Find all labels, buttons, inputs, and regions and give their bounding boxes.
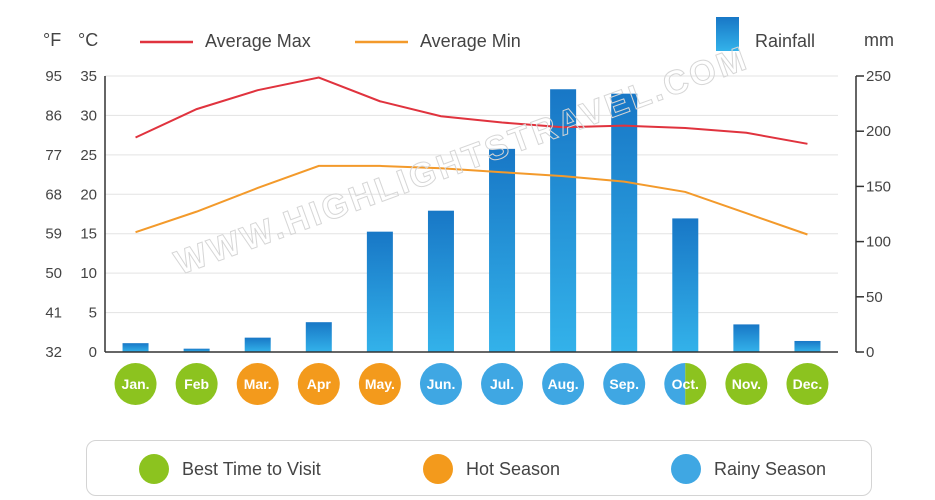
rainfall-legend-label: Rainfall — [755, 31, 815, 51]
season-legend: Best Time to Visit Hot Season Rainy Seas… — [86, 440, 872, 496]
average-max-legend-label: Average Max — [205, 31, 311, 51]
month-label: Mar. — [244, 376, 272, 392]
rainfall-bar — [489, 148, 516, 352]
season-legend-label: Rainy Season — [714, 458, 827, 479]
y-tick-label-f: 95 — [45, 68, 62, 85]
rainfall-bar — [244, 337, 271, 352]
month-label: Jul. — [490, 376, 514, 392]
month-circle — [236, 363, 279, 405]
month-label: Feb — [184, 376, 209, 392]
rainfall-bar — [794, 340, 821, 352]
season-legend-item-hot: Hot Season — [423, 454, 560, 484]
month-circle — [542, 363, 585, 405]
average-min-legend-label: Average Min — [420, 31, 521, 51]
unit-label-f: °F — [43, 30, 61, 50]
unit-label-c: °C — [78, 30, 98, 50]
y-tick-label-mm: 200 — [866, 123, 891, 140]
y-tick-label-c: 35 — [80, 68, 97, 85]
y-tick-label-mm: 0 — [866, 344, 874, 361]
y-tick-label-mm: 150 — [866, 178, 891, 195]
month-circle — [603, 363, 646, 405]
y-tick-label-c: 0 — [89, 344, 97, 361]
rainfall-bar — [183, 348, 210, 352]
month-label: Dec. — [793, 376, 823, 392]
y-tick-label-f: 41 — [45, 305, 62, 322]
rainfall-bar — [550, 89, 577, 353]
month-circle — [419, 363, 462, 405]
month-circle — [786, 363, 829, 405]
climate-chart: 95 35 86 30 77 25 68 20 59 15 50 10 41 5 32 0 250 200 150 1… — [43, 17, 894, 405]
month-label: Nov. — [732, 376, 761, 392]
month-circle — [725, 363, 768, 405]
month-label: Apr — [307, 376, 332, 392]
y-tick-label-mm: 100 — [866, 234, 891, 251]
month-circle-left-half — [664, 363, 686, 405]
best-season-dot-icon — [139, 454, 169, 484]
month-circle — [175, 363, 218, 405]
rainfall-bar — [122, 343, 149, 352]
rainy-season-dot-icon — [671, 454, 701, 484]
y-tick-label-mm: 50 — [866, 289, 883, 306]
y-tick-label-f: 32 — [45, 344, 62, 361]
season-legend-label: Best Time to Visit — [182, 458, 321, 479]
average-min-line — [135, 164, 808, 236]
month-label: Oct. — [672, 376, 699, 392]
month-label: Jun. — [427, 376, 456, 392]
average-max-line — [135, 76, 808, 145]
y-tick-label-c: 25 — [80, 147, 97, 164]
y-tick-label-c: 30 — [80, 107, 97, 124]
month-circle — [358, 363, 401, 405]
rainfall-bar — [733, 324, 760, 352]
rainfall-bar — [672, 218, 699, 352]
y-tick-label-c: 20 — [80, 186, 97, 203]
season-legend-item-rainy: Rainy Season — [671, 454, 826, 484]
month-label: Jan. — [122, 376, 150, 392]
y-tick-label-f: 59 — [45, 226, 62, 243]
y-tick-label-c: 5 — [89, 305, 97, 322]
rainfall-bar — [366, 231, 393, 352]
y-tick-label-c: 10 — [80, 265, 97, 282]
watermark-text: WWW.HIGHLIGHTSTRAVEL.COM — [170, 39, 754, 283]
y-tick-label-c: 15 — [80, 226, 97, 243]
season-legend-item-best: Best Time to Visit — [139, 454, 321, 484]
y-tick-label-f: 50 — [45, 265, 62, 282]
y-tick-label-f: 86 — [45, 107, 62, 124]
rainfall-bar — [305, 322, 332, 352]
month-label: May. — [365, 376, 395, 392]
y-tick-label-f: 77 — [45, 147, 62, 164]
unit-label-mm: mm — [864, 30, 894, 50]
month-circle — [481, 363, 524, 405]
y-tick-label-mm: 250 — [866, 68, 891, 85]
season-legend-label: Hot Season — [466, 458, 561, 479]
rainfall-bar — [427, 210, 454, 352]
month-circle — [297, 363, 340, 405]
month-label: Aug. — [548, 376, 579, 392]
rainfall-bar — [611, 93, 638, 352]
rainfall-legend-swatch — [716, 17, 739, 51]
hot-season-dot-icon — [423, 454, 453, 484]
y-tick-label-f: 68 — [45, 186, 62, 203]
month-label: Sep. — [609, 376, 639, 392]
month-circle — [114, 363, 157, 405]
month-circle-right-half — [685, 363, 707, 405]
